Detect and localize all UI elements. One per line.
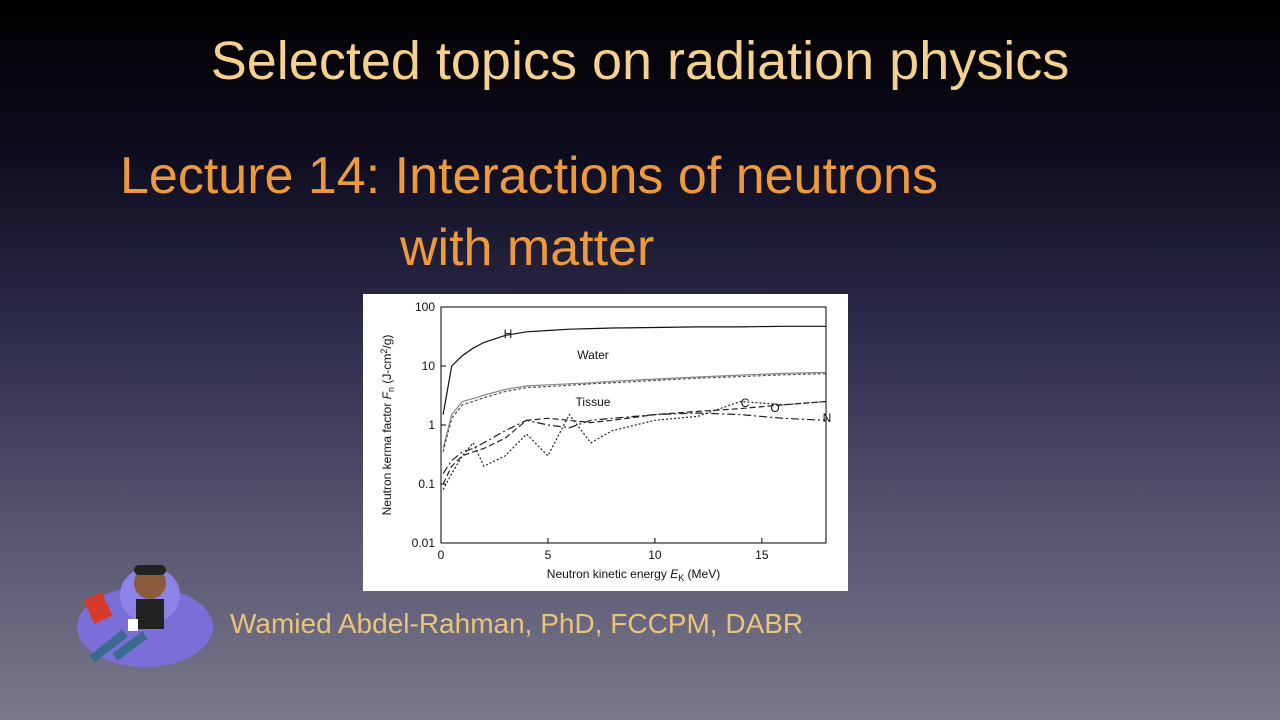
y-axis-label-part: Neutron kerma factor — [380, 399, 394, 515]
y-tick-label: 10 — [422, 359, 436, 373]
series-name: Water — [577, 348, 609, 362]
x-tick-label: 5 — [545, 548, 552, 562]
y-axis-label-part: n — [386, 387, 396, 392]
y-axis-label-part: (J-cm — [380, 354, 394, 387]
y-tick-label: 100 — [415, 300, 435, 314]
series-line — [442, 325, 826, 415]
series-name: C — [741, 396, 750, 410]
author: Wamied Abdel-Rahman, PhD, FCCPM, DABR — [230, 608, 804, 639]
series-name: N — [823, 411, 832, 425]
x-axis-label: Neutron kinetic energy EK (MeV) — [547, 567, 720, 583]
x-axis-label-part: Neutron kinetic energy — [547, 567, 670, 581]
x-axis-label-part: K — [678, 573, 684, 583]
x-tick-label: 15 — [755, 548, 769, 562]
series-name: H — [504, 327, 513, 341]
x-axis-label-part: (MeV) — [684, 567, 720, 581]
x-tick-label: 10 — [648, 548, 662, 562]
x-tick-label: 0 — [438, 548, 445, 562]
avatar — [77, 565, 213, 667]
y-axis-label: Neutron kerma factor Fn (J-cm2/g) — [379, 335, 396, 516]
slide-subtitle: with matter — [400, 219, 655, 277]
series-line — [442, 400, 827, 485]
series-line — [442, 400, 827, 490]
y-axis-label-part: 2 — [379, 349, 389, 354]
series-line — [442, 412, 827, 474]
series-name: O — [770, 401, 779, 415]
y-axis-label-part: /g) — [380, 335, 394, 349]
y-tick-label: 0.1 — [418, 477, 435, 491]
y-tick-label: 0.01 — [412, 536, 436, 550]
y-axis-label-part: F — [380, 391, 394, 399]
y-tick-label: 1 — [428, 418, 435, 432]
slide-subtitle: Lecture 14: Interactions of neutrons — [120, 147, 939, 205]
series-line — [442, 373, 827, 453]
x-axis-label-part: E — [670, 567, 679, 581]
series-name: Tissue — [576, 395, 611, 409]
chart: 0.01 0.1 1 10 100 0 5 10 15 Neutron kinetic energ… — [363, 294, 848, 591]
slide-title: Selected topics on radiation physics — [210, 31, 1070, 91]
series-line — [442, 371, 827, 449]
